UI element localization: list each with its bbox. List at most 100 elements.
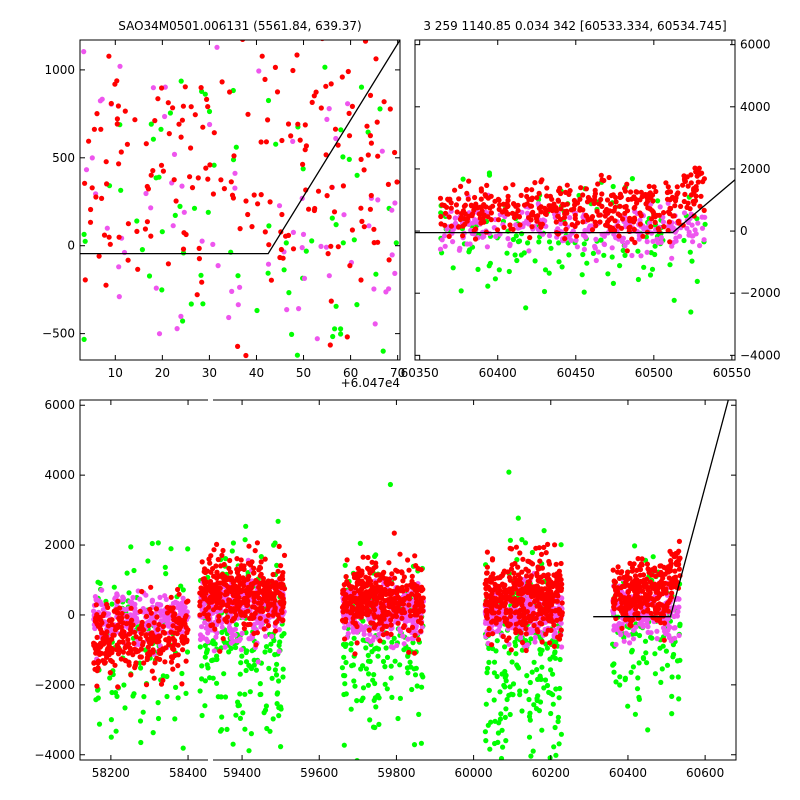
top-left-green-point (82, 238, 88, 244)
top-right-red-point (671, 213, 677, 219)
bottom-red-point (158, 650, 164, 656)
bottom-red-point (210, 566, 216, 572)
bottom-red-point (227, 557, 233, 564)
top-right-red-point (574, 200, 581, 206)
top-left-magenta-point (284, 307, 290, 313)
bottom-red-point (257, 573, 263, 579)
bottom-red-point (216, 613, 222, 619)
bottom-green-point (508, 691, 514, 697)
bottom-red-point (154, 614, 160, 620)
bottom-magenta-point (202, 620, 208, 626)
bottom-red-point (489, 597, 495, 603)
bottom-red-point (212, 626, 218, 632)
bottom-green-point (369, 649, 375, 655)
bottom-red-point (395, 620, 401, 626)
bottom-green-point (358, 697, 365, 704)
bottom-green-point (219, 714, 225, 720)
top-left-red-point (255, 201, 261, 207)
bottom-red-point (372, 614, 379, 620)
top-left-red-point (311, 207, 317, 214)
top-right-red-point (442, 222, 448, 228)
top-right-magenta-point (568, 237, 574, 244)
top-left-red-point (199, 279, 205, 285)
bottom-green-point (419, 684, 425, 690)
bottom-red-point (139, 622, 145, 629)
top-left-red-point (387, 106, 393, 112)
bottom-red-point (216, 618, 222, 624)
top-left-points (80, 40, 400, 359)
bottom-green-point (273, 672, 280, 678)
bottom-red-point (537, 604, 544, 610)
top-left-red-point (323, 152, 329, 158)
top-left-magenta-point (174, 326, 180, 332)
top-left-magenta-point (207, 121, 213, 128)
bottom-green-point (495, 730, 501, 736)
bottom-red-point (122, 645, 128, 651)
top-left-red-point (230, 195, 236, 201)
bottom-green-point (527, 710, 533, 716)
top-left-red-point (335, 244, 341, 250)
top-right-green-point (671, 297, 677, 303)
top-left-green-point (150, 136, 156, 142)
bottom-green-point (340, 641, 347, 648)
top-right-red-point (476, 211, 482, 217)
bottom-green-point (354, 698, 360, 704)
bottom-red-point (501, 584, 507, 590)
bottom-red-point (140, 642, 146, 648)
top-right-green-point (504, 250, 510, 256)
top-left-magenta-point (214, 44, 220, 50)
top-right-green-point (556, 240, 562, 246)
bottom-red-point (360, 554, 366, 560)
top-right-red-point (678, 203, 684, 209)
top-right-red-point (605, 223, 611, 229)
top-right-red-point (553, 219, 559, 225)
bottom-magenta-point (174, 604, 180, 611)
bottom-green-point (247, 689, 253, 695)
bottom-green-point (258, 554, 264, 560)
top-right-green-point (515, 239, 522, 245)
bottom-green-point (155, 715, 162, 722)
bottom-green-point (645, 727, 651, 733)
top-left-red-point (325, 251, 331, 257)
top-right-green-point (486, 263, 492, 269)
top-right-red-point (563, 226, 569, 232)
bottom-green-point (380, 658, 387, 665)
top-left-green-point (172, 212, 178, 218)
bottom-red-point (417, 601, 423, 607)
top-left-green-point (303, 248, 309, 254)
bottom-green-point (391, 635, 397, 642)
top-right-green-point (512, 252, 518, 258)
bottom-red-point (149, 668, 155, 674)
top-left-red-point (200, 124, 206, 130)
bottom-green-point (556, 741, 562, 747)
bottom-red-point (223, 589, 229, 595)
bottom-red-point (553, 607, 559, 614)
top-left-red-point (245, 111, 251, 117)
bottom-red-point (241, 612, 248, 618)
top-left-green-point (200, 301, 206, 307)
bottom-red-point (344, 557, 350, 563)
bottom-red-point (366, 594, 373, 600)
bottom-red-point (513, 544, 520, 550)
bottom-red-point (418, 606, 424, 612)
bottom-green-point (497, 716, 503, 722)
top-right-red-point (620, 216, 626, 222)
top-right-magenta-point (629, 252, 635, 259)
bottom-red-point (98, 643, 104, 649)
top-left-red-point (125, 257, 131, 263)
bottom-magenta-point (276, 627, 282, 633)
top-right-red-point (629, 236, 635, 242)
top-left-red-point (188, 104, 194, 110)
top-right-axis-ticks: 60350 60400 60450 60500 60550−4000−200002000… (401, 38, 781, 380)
top-right-red-point (667, 239, 673, 245)
bottom-red-point (152, 660, 158, 666)
top-right-red-point (580, 219, 586, 225)
bottom-red-point (260, 608, 266, 615)
bottom-red-point (162, 659, 168, 665)
top-left-red-point (258, 139, 264, 145)
bottom-green-point (527, 717, 533, 723)
top-right-magenta-point (593, 236, 599, 242)
bottom-red-point (401, 574, 407, 580)
bottom-green-point (109, 601, 115, 607)
top-left-magenta-point (178, 313, 184, 319)
